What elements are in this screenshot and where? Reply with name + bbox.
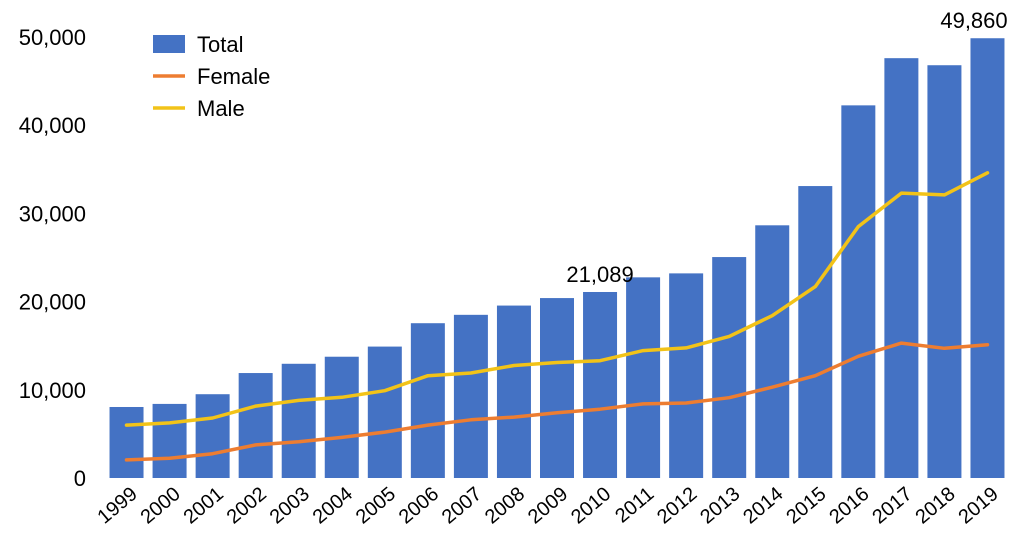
bar-2014 <box>755 225 790 478</box>
x-tick-label: 2007 <box>438 483 486 528</box>
line-male <box>124 171 990 427</box>
x-tick-label: 2018 <box>911 483 959 528</box>
y-tick-label: 20,000 <box>19 290 86 315</box>
y-tick-label: 10,000 <box>19 378 86 403</box>
bar-2010 <box>583 291 618 478</box>
bar-2007 <box>453 314 488 478</box>
legend-label-total: Total <box>197 32 243 57</box>
bar-1999 <box>109 406 144 478</box>
bar-2008 <box>496 305 531 478</box>
bar-series-total <box>109 38 1005 479</box>
bar-2016 <box>841 105 876 478</box>
bar-2013 <box>712 257 747 478</box>
x-tick-label: 2013 <box>696 483 744 528</box>
x-tick-label: 2017 <box>868 483 916 528</box>
bar-2018 <box>927 65 962 478</box>
legend-label-male: Male <box>197 96 245 121</box>
line-female <box>124 341 990 462</box>
x-tick-label: 1999 <box>94 483 142 528</box>
x-tick-label: 2000 <box>137 483 185 528</box>
x-tick-label: 2014 <box>739 483 787 528</box>
bar-2012 <box>669 273 704 478</box>
bar-2003 <box>281 363 316 478</box>
bar-2000 <box>152 403 187 478</box>
bar-2005 <box>367 346 402 478</box>
x-axis: 1999200020012002200320042005200620072008… <box>94 483 1003 528</box>
x-tick-label: 2008 <box>481 483 529 528</box>
x-tick-label: 2015 <box>782 483 830 528</box>
x-tick-label: 2010 <box>567 483 615 528</box>
bar-2019 <box>970 38 1005 478</box>
data-labels: 21,089 49,860 <box>566 8 1007 287</box>
y-axis: 0 10,000 20,000 30,000 40,000 50,000 <box>19 25 86 491</box>
line-series <box>124 171 990 462</box>
x-tick-label: 2019 <box>954 483 1002 528</box>
y-tick-label: 30,000 <box>19 201 86 226</box>
bar-2017 <box>884 58 919 478</box>
x-tick-label: 2005 <box>352 483 400 528</box>
x-tick-label: 2004 <box>309 483 357 528</box>
bar-2009 <box>540 298 574 478</box>
x-tick-label: 2002 <box>223 483 271 528</box>
y-tick-label: 40,000 <box>19 113 86 138</box>
x-tick-label: 2012 <box>653 483 701 528</box>
legend-label-female: Female <box>197 64 270 89</box>
bar-2001 <box>195 394 230 478</box>
data-label-2010: 21,089 <box>566 262 633 287</box>
x-tick-label: 2011 <box>611 483 658 528</box>
y-tick-label: 50,000 <box>19 25 86 50</box>
legend: Total Female Male <box>153 32 270 121</box>
x-tick-label: 2009 <box>524 483 572 528</box>
bar-2011 <box>626 277 661 478</box>
bar-2006 <box>410 323 445 478</box>
legend-swatch-total <box>153 35 185 53</box>
x-tick-label: 2003 <box>266 483 314 528</box>
y-tick-label: 0 <box>74 466 86 491</box>
x-tick-label: 2001 <box>180 483 228 528</box>
bar-2002 <box>238 373 273 478</box>
data-label-2019: 49,860 <box>940 8 1007 33</box>
x-tick-label: 2016 <box>825 483 873 528</box>
bar-2004 <box>324 356 359 478</box>
x-tick-label: 2006 <box>395 483 443 528</box>
bar-2015 <box>798 186 833 479</box>
